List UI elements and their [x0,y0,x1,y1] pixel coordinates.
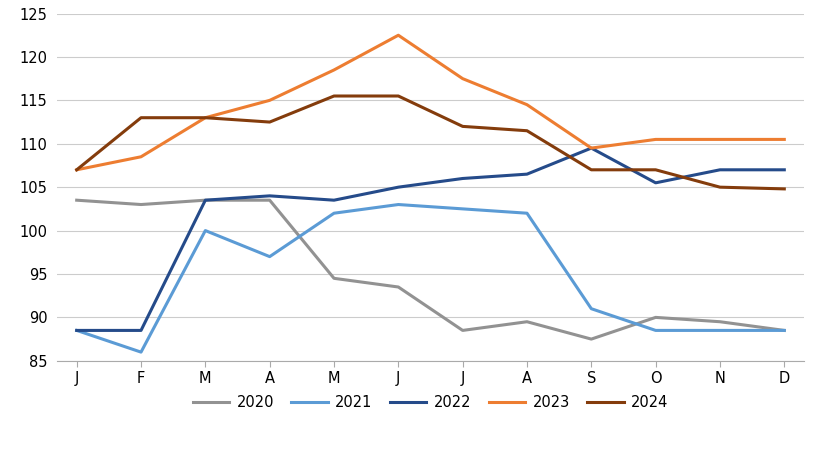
2022 [393,184,403,190]
2023 [778,137,788,142]
2023 [393,32,403,38]
2021 [328,211,338,216]
2024 [778,186,788,192]
2024 [136,115,146,120]
2024 [714,184,724,190]
2020 [586,336,595,342]
2023 [136,154,146,160]
2020 [200,198,210,203]
Line: 2021: 2021 [77,205,783,352]
2023 [328,67,338,73]
Line: 2020: 2020 [77,200,783,339]
2023 [265,98,274,103]
2024 [328,93,338,99]
2020 [650,315,660,320]
2021 [72,328,82,333]
2021 [714,328,724,333]
2021 [778,328,788,333]
2022 [586,145,595,151]
2023 [586,145,595,151]
2021 [650,328,660,333]
2020 [72,198,82,203]
2024 [522,128,532,133]
Line: 2024: 2024 [77,96,783,189]
2021 [457,206,467,212]
2023 [522,102,532,107]
2023 [72,167,82,173]
2020 [393,284,403,290]
2021 [393,202,403,207]
Line: 2022: 2022 [77,148,783,331]
2023 [200,115,210,120]
2020 [328,276,338,281]
2024 [72,167,82,173]
2024 [650,167,660,173]
2023 [457,76,467,81]
Legend: 2020, 2021, 2022, 2023, 2024: 2020, 2021, 2022, 2023, 2024 [187,389,673,416]
2022 [265,193,274,198]
2022 [457,176,467,181]
2021 [200,228,210,233]
2024 [457,124,467,129]
2024 [586,167,595,173]
2022 [522,171,532,177]
2020 [457,328,467,333]
2023 [714,137,724,142]
2023 [650,137,660,142]
2022 [328,198,338,203]
2021 [265,254,274,259]
2020 [714,319,724,324]
2021 [522,211,532,216]
2022 [650,180,660,185]
2022 [778,167,788,173]
2022 [72,328,82,333]
2024 [200,115,210,120]
2024 [265,120,274,125]
2022 [136,328,146,333]
2021 [136,350,146,355]
2020 [522,319,532,324]
2020 [265,198,274,203]
2020 [778,328,788,333]
2024 [393,93,403,99]
2022 [714,167,724,173]
2022 [200,198,210,203]
2021 [586,306,595,312]
2020 [136,202,146,207]
Line: 2023: 2023 [77,35,783,170]
